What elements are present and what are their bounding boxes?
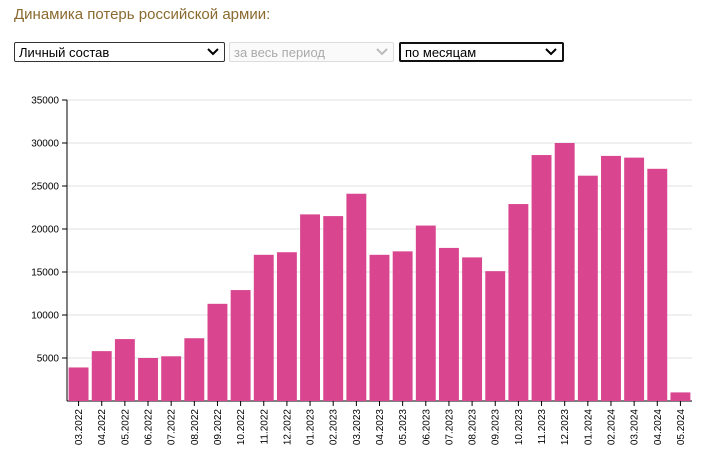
bar[interactable] — [230, 290, 251, 401]
bar[interactable] — [415, 225, 436, 401]
x-tick-label: 04.2023 — [375, 409, 386, 446]
x-tick-label: 09.2023 — [491, 409, 502, 446]
bar[interactable] — [300, 214, 321, 401]
bar[interactable] — [531, 155, 552, 401]
period-select: за весь период — [229, 42, 394, 62]
chevron-down-icon — [375, 45, 389, 59]
x-tick-label: 09.2022 — [213, 409, 224, 446]
x-tick-label: 12.2022 — [282, 409, 293, 446]
page-title: Динамика потерь российской армии: — [14, 6, 271, 23]
x-tick-label: 10.2023 — [514, 409, 525, 446]
bar[interactable] — [601, 155, 621, 401]
x-tick-label: 06.2023 — [421, 409, 432, 446]
bar[interactable] — [253, 254, 274, 401]
period-select-value: за весь период — [234, 44, 325, 60]
bar[interactable] — [670, 392, 691, 401]
y-tick-label: 10000 — [31, 311, 59, 322]
bar[interactable] — [323, 216, 344, 401]
x-tick-label: 04.2022 — [97, 409, 108, 446]
x-tick-label: 12.2023 — [560, 409, 571, 446]
y-tick-label: 35000 — [31, 96, 59, 107]
y-tick-label: 15000 — [31, 268, 59, 279]
bar[interactable] — [207, 303, 228, 401]
grouping-select[interactable]: по месяцам — [399, 42, 564, 62]
metric-select[interactable]: Личный состав — [14, 42, 225, 62]
x-tick-label: 07.2022 — [167, 409, 178, 446]
bar[interactable] — [462, 257, 483, 401]
chevron-down-icon — [544, 45, 558, 59]
bar[interactable] — [392, 251, 413, 401]
bar[interactable] — [554, 143, 575, 401]
bar[interactable] — [68, 367, 89, 401]
bar[interactable] — [138, 358, 158, 401]
x-tick-label: 07.2023 — [444, 409, 455, 446]
bar[interactable] — [647, 168, 668, 401]
x-tick-label: 08.2022 — [190, 409, 201, 446]
x-tick-label: 05.2023 — [398, 409, 409, 446]
y-tick-label: 20000 — [31, 225, 59, 236]
bar[interactable] — [346, 193, 367, 401]
x-tick-label: 05.2022 — [120, 409, 131, 446]
bar[interactable] — [485, 271, 506, 401]
grouping-select-value: по месяцам — [405, 44, 477, 60]
bar[interactable] — [577, 175, 598, 401]
x-tick-label: 11.2023 — [537, 409, 548, 445]
x-tick-label: 10.2022 — [236, 409, 247, 446]
x-tick-label: 01.2023 — [306, 409, 317, 446]
bar[interactable] — [369, 254, 390, 401]
bar[interactable] — [114, 339, 135, 401]
x-tick-label: 03.2023 — [352, 409, 363, 446]
x-tick-label: 11.2022 — [259, 409, 270, 445]
x-tick-label: 03.2024 — [630, 409, 641, 446]
bar[interactable] — [438, 247, 459, 401]
bar[interactable] — [508, 204, 529, 401]
x-tick-label: 01.2024 — [583, 409, 594, 446]
chevron-down-icon — [206, 45, 220, 59]
x-tick-label: 02.2023 — [329, 409, 340, 446]
bar[interactable] — [624, 157, 645, 401]
y-tick-label: 30000 — [31, 139, 59, 150]
x-tick-label: 03.2022 — [74, 409, 85, 446]
y-tick-label: 5000 — [37, 354, 60, 365]
bar[interactable] — [276, 252, 297, 401]
bar[interactable] — [91, 351, 112, 401]
y-tick-label: 25000 — [31, 182, 59, 193]
metric-select-value: Личный состав — [19, 44, 110, 60]
x-tick-label: 08.2023 — [468, 409, 479, 446]
x-tick-label: 02.2024 — [606, 409, 617, 446]
bar[interactable] — [161, 356, 182, 401]
x-tick-label: 04.2024 — [653, 409, 664, 446]
x-tick-label: 05.2024 — [676, 409, 687, 446]
x-tick-label: 06.2022 — [144, 409, 155, 446]
bar[interactable] — [184, 338, 205, 401]
